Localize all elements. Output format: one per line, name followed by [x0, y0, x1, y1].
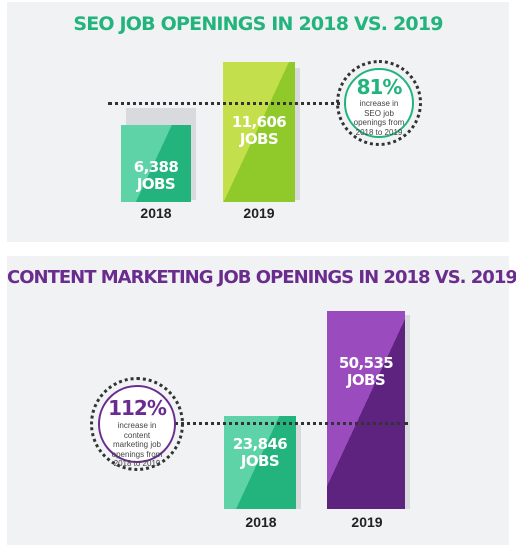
cm-year-2019: 2019	[351, 514, 383, 530]
cm-bar-2018-label: 23,846 JOBS	[232, 435, 288, 470]
cm-increase-percent: 112%	[108, 396, 167, 420]
cm-increase-badge: 112% increase in content marketing job o…	[90, 377, 184, 471]
cm-comparison-dotted-line	[168, 422, 408, 425]
cm-bar-2019: 50,535 JOBS	[327, 311, 405, 509]
seo-increase-text: increase in SEO job openings from 2018 t…	[353, 99, 405, 137]
seo-bar-2018: 6,388 JOBS	[121, 125, 191, 202]
cm-increase-badge-inner: 112% increase in content marketing job o…	[98, 385, 176, 468]
seo-bar-2019-label: 11,606 JOBS	[231, 113, 287, 148]
cm-bar-2019-label: 50,535 JOBS	[338, 354, 394, 389]
cm-year-2018: 2018	[245, 514, 277, 530]
seo-increase-percent: 81%	[356, 75, 403, 99]
seo-comparison-dotted-line	[108, 102, 348, 105]
seo-year-2018: 2018	[140, 205, 172, 221]
seo-bar-2018-label: 6,388 JOBS	[133, 158, 179, 193]
content-marketing-chart-title: CONTENT MARKETING JOB OPENINGS IN 2018 V…	[7, 267, 516, 288]
seo-increase-badge-inner: 81% increase in SEO job openings from 20…	[344, 68, 414, 138]
seo-increase-badge: 81% increase in SEO job openings from 20…	[336, 60, 422, 146]
seo-bar-2019: 11,606 JOBS	[223, 62, 295, 202]
cm-bar-2018: 23,846 JOBS	[224, 416, 296, 509]
cm-increase-text: increase in content marketing job openin…	[111, 421, 163, 468]
seo-year-2019: 2019	[243, 205, 275, 221]
seo-chart-title: SEO JOB OPENINGS IN 2018 VS. 2019	[73, 13, 443, 35]
